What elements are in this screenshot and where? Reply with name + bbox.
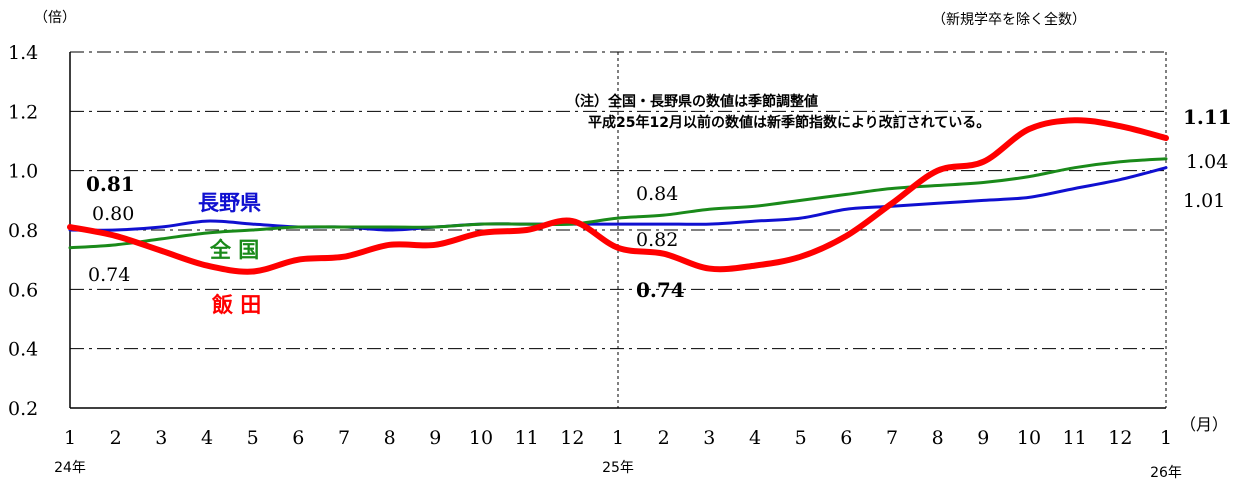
data-label: 0.74 <box>636 278 685 302</box>
grid-layer <box>70 51 1167 408</box>
x-unit-label: （月） <box>1180 415 1228 434</box>
x-tick-label: 1 <box>612 427 624 449</box>
x-tick-label: 2 <box>110 427 122 449</box>
series-line-iida <box>67 117 1169 275</box>
x-tick-label: 3 <box>155 427 167 449</box>
y-unit-label: （倍） <box>34 10 76 26</box>
y-tick-label: 0.8 <box>8 220 38 242</box>
data-label: 1.01 <box>1183 190 1225 212</box>
x-tick-label: 7 <box>886 427 898 449</box>
series-layer <box>67 117 1169 275</box>
year-label: 24年 <box>54 460 86 476</box>
y-tick-label: 1.0 <box>8 161 38 183</box>
x-tick-label: 1 <box>64 427 76 449</box>
series-line-nagano <box>68 166 1168 232</box>
x-tick-label: 8 <box>932 427 944 449</box>
x-tick-label: 12 <box>560 427 584 449</box>
x-tick-label: 9 <box>429 427 441 449</box>
x-tick-label: 2 <box>658 427 670 449</box>
y-tick-label: 1.4 <box>8 42 38 64</box>
year-label: 26年 <box>1150 465 1182 481</box>
data-label: 0.82 <box>636 229 678 251</box>
x-tick-label: 5 <box>247 427 259 449</box>
y-tick-label: 0.4 <box>8 339 38 361</box>
data-label: 0.74 <box>88 264 130 286</box>
x-tick-label: 8 <box>384 427 396 449</box>
x-tick-label: 10 <box>469 427 493 449</box>
y-tick-label: 0.2 <box>8 398 38 420</box>
x-tick-label: 3 <box>703 427 715 449</box>
data-label: 1.04 <box>1186 151 1228 173</box>
data-label: 0.81 <box>86 172 135 196</box>
series-line-national <box>68 157 1168 250</box>
data-label: 0.84 <box>636 183 678 205</box>
series-name-label: 長野県 <box>198 191 261 215</box>
y-tick-label: 0.6 <box>8 279 38 301</box>
data-label: 0.80 <box>92 203 134 225</box>
annotation-line-2: 平成25年12月以前の数値は新季節指数により改訂されている。 <box>588 114 990 131</box>
series-name-label: 飯 田 <box>211 293 261 317</box>
annotation-line-1: （注）全国・長野県の数値は季節調整値 <box>566 93 818 110</box>
x-tick-label: 4 <box>201 427 213 449</box>
x-tick-label: 6 <box>840 427 852 449</box>
x-tick-label: 11 <box>1063 427 1087 449</box>
x-tick-label: 1 <box>1160 427 1172 449</box>
series-name-label: 全 国 <box>209 238 259 262</box>
data-label: 1.11 <box>1183 105 1232 129</box>
y-tick-label: 1.2 <box>8 101 38 123</box>
top-right-note: （新規学卒を除く全数） <box>932 11 1086 28</box>
x-tick-label: 5 <box>795 427 807 449</box>
x-tick-label: 6 <box>292 427 304 449</box>
x-tick-label: 9 <box>977 427 989 449</box>
x-tick-label: 11 <box>515 427 539 449</box>
x-tick-label: 12 <box>1108 427 1132 449</box>
x-tick-label: 10 <box>1017 427 1041 449</box>
year-label: 25年 <box>602 460 634 476</box>
x-tick-label: 4 <box>749 427 761 449</box>
x-tick-label: 7 <box>338 427 350 449</box>
